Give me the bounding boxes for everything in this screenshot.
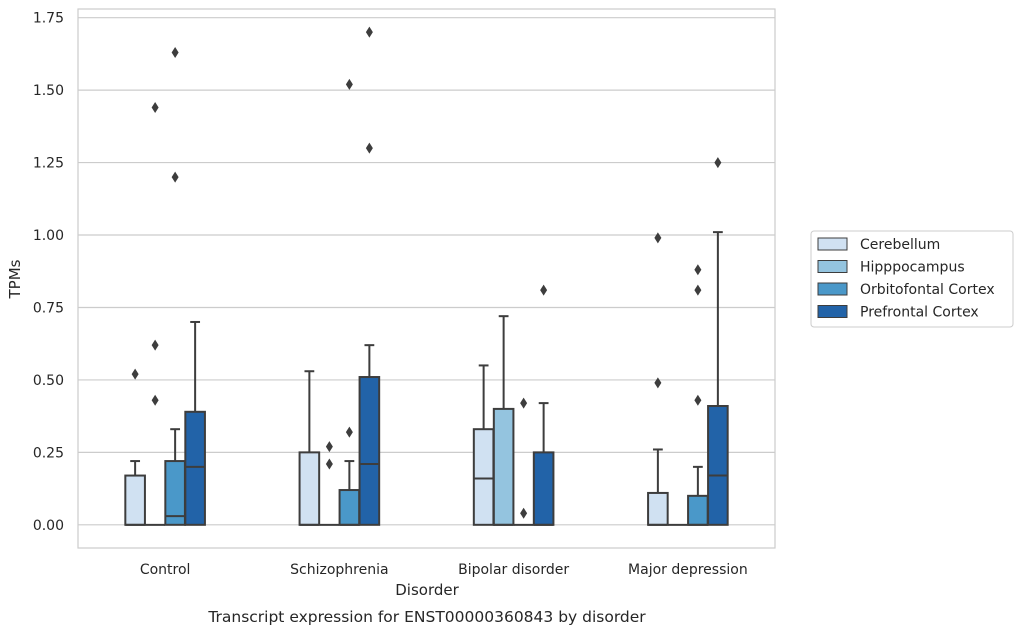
legend-label: Hipppocampus bbox=[860, 260, 965, 276]
legend-swatch bbox=[817, 305, 848, 318]
box bbox=[358, 376, 381, 526]
outlier-point bbox=[520, 397, 528, 409]
boxplot bbox=[338, 78, 361, 526]
boxplot bbox=[532, 284, 555, 526]
box bbox=[687, 494, 709, 526]
boxplot bbox=[184, 320, 206, 526]
plot-frame bbox=[77, 8, 776, 549]
legend-swatch bbox=[817, 282, 848, 296]
box bbox=[707, 405, 729, 526]
outlier-point bbox=[131, 368, 139, 380]
boxplot bbox=[124, 368, 146, 526]
y-tick-label: 0.75 bbox=[33, 300, 64, 316]
x-tick-label: Schizophrenia bbox=[290, 562, 388, 578]
x-tick-label: Bipolar disorder bbox=[458, 562, 569, 578]
boxplot bbox=[298, 370, 321, 526]
x-tick-label: Control bbox=[140, 562, 191, 578]
legend-frame bbox=[810, 230, 1014, 328]
y-tick-label: 0.25 bbox=[33, 445, 64, 461]
outlier-point bbox=[171, 171, 179, 183]
legend-label: Prefrontal Cortex bbox=[860, 305, 979, 321]
boxplot bbox=[513, 397, 534, 526]
outlier-point bbox=[345, 78, 353, 90]
legend-swatch bbox=[817, 237, 848, 251]
y-axis-label: TPMs bbox=[6, 259, 24, 299]
x-axis-label: Disorder bbox=[395, 581, 459, 599]
y-tick-label: 1.00 bbox=[33, 228, 64, 244]
box bbox=[647, 491, 669, 526]
y-tick-label: 1.50 bbox=[33, 83, 64, 99]
outlier-point bbox=[325, 458, 333, 470]
boxplot bbox=[707, 157, 729, 526]
outlier-point bbox=[171, 46, 179, 58]
outlier-point bbox=[714, 157, 722, 169]
chart-caption: Transcript expression for ENST0000036084… bbox=[207, 608, 646, 626]
box bbox=[298, 451, 321, 526]
legend-label: Cerebellum bbox=[860, 237, 940, 253]
boxplot bbox=[687, 264, 709, 526]
outlier-point bbox=[325, 441, 333, 453]
outlier-point bbox=[151, 394, 159, 406]
x-tick-label: Major depression bbox=[628, 562, 748, 578]
boxplot bbox=[145, 102, 165, 526]
y-tick-label: 0.50 bbox=[33, 373, 64, 389]
legend-label: Orbitofontal Cortex bbox=[860, 282, 995, 298]
legend-swatch bbox=[817, 260, 848, 273]
boxplot bbox=[319, 441, 340, 526]
outlier-point bbox=[151, 339, 159, 351]
outlier-point bbox=[540, 284, 548, 296]
outlier-point bbox=[365, 142, 373, 154]
boxplot bbox=[472, 364, 495, 526]
y-tick-label: 1.25 bbox=[33, 156, 64, 172]
box bbox=[492, 407, 515, 526]
grid-lines bbox=[78, 17, 775, 526]
box bbox=[184, 410, 206, 526]
boxplot bbox=[164, 46, 186, 526]
outlier-point bbox=[520, 507, 528, 519]
boxplot bbox=[358, 26, 381, 526]
box bbox=[124, 474, 146, 526]
outlier-point bbox=[654, 232, 662, 244]
outlier-point bbox=[345, 426, 353, 438]
y-tick-labels: 0.00 0.25 0.50 0.75 1.00 1.25 1.50 1.75 bbox=[33, 11, 64, 534]
outlier-point bbox=[654, 377, 662, 389]
legend: Cerebellum Hipppocampus Orbitofontal Corte… bbox=[810, 230, 1014, 328]
x-tick-labels: Control Schizophrenia Bipolar disorder Majo… bbox=[140, 562, 748, 578]
boxplots bbox=[124, 26, 729, 526]
boxplot bbox=[647, 232, 669, 526]
outlier-point bbox=[694, 264, 702, 276]
outlier-point bbox=[151, 102, 159, 114]
outlier-point bbox=[365, 26, 373, 38]
y-tick-label: 1.75 bbox=[33, 11, 64, 27]
box bbox=[532, 451, 555, 526]
outlier-point bbox=[694, 394, 702, 406]
y-tick-label: 0.00 bbox=[33, 518, 64, 534]
box bbox=[472, 428, 495, 526]
box bbox=[338, 489, 361, 526]
outlier-point bbox=[694, 284, 702, 296]
boxplot bbox=[492, 315, 515, 526]
